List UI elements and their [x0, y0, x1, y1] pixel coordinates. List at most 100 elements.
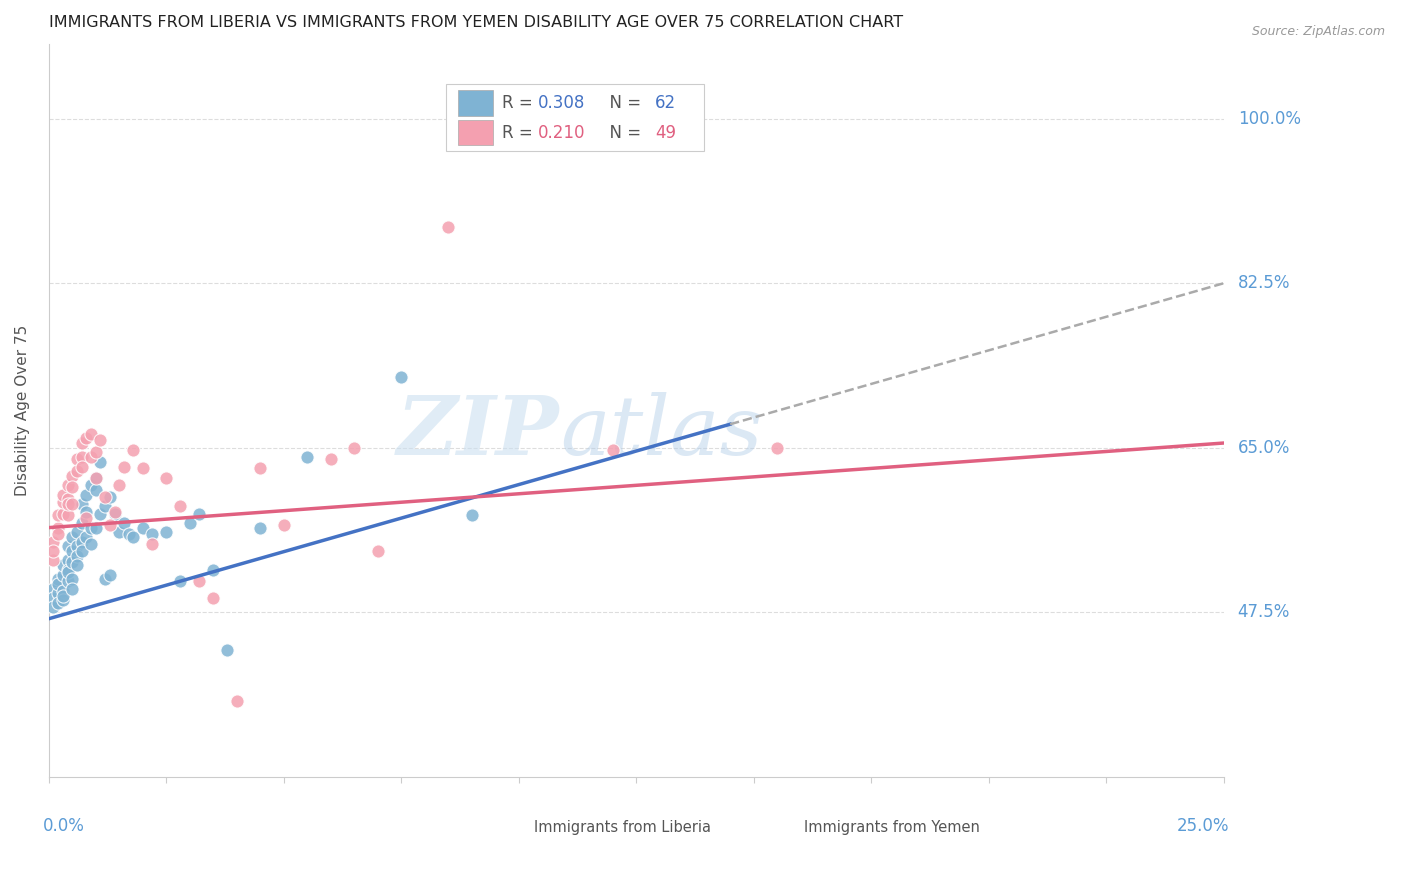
Point	[249, 520, 271, 534]
Text: 0.0%: 0.0%	[42, 817, 84, 835]
Point	[70, 516, 93, 530]
FancyBboxPatch shape	[772, 818, 797, 838]
Point	[46, 508, 69, 523]
Point	[46, 586, 69, 600]
Point	[188, 574, 211, 589]
Point	[60, 572, 83, 586]
Point	[70, 544, 93, 558]
Text: IMMIGRANTS FROM LIBERIA VS IMMIGRANTS FROM YEMEN DISABILITY AGE OVER 75 CORRELAT: IMMIGRANTS FROM LIBERIA VS IMMIGRANTS FR…	[49, 15, 903, 30]
Point	[112, 459, 135, 474]
Point	[46, 596, 69, 610]
Point	[60, 544, 83, 558]
Point	[52, 507, 75, 521]
Point	[367, 544, 389, 558]
Point	[273, 517, 295, 532]
Point	[66, 525, 89, 540]
Point	[42, 553, 65, 567]
Point	[60, 530, 83, 544]
Point	[122, 442, 145, 457]
Point	[46, 527, 69, 541]
Point	[56, 492, 79, 507]
Point	[56, 565, 79, 579]
Point	[66, 464, 89, 478]
Text: 100.0%: 100.0%	[1237, 110, 1301, 128]
Point	[42, 534, 65, 549]
Point	[52, 495, 75, 509]
Text: 65.0%: 65.0%	[1237, 439, 1291, 457]
Point	[46, 577, 69, 591]
Point	[437, 219, 460, 234]
Point	[52, 589, 75, 603]
Point	[84, 520, 107, 534]
Point	[75, 431, 97, 445]
Point	[75, 530, 97, 544]
Point	[94, 490, 117, 504]
Point	[94, 499, 117, 513]
Text: 82.5%: 82.5%	[1237, 274, 1291, 293]
Point	[66, 452, 89, 467]
Point	[84, 471, 107, 485]
Point	[42, 591, 65, 605]
Point	[42, 600, 65, 615]
Point	[217, 642, 239, 657]
Point	[56, 574, 79, 589]
Point	[84, 483, 107, 497]
Point	[141, 527, 163, 541]
Point	[460, 508, 482, 523]
Y-axis label: Disability Age Over 75: Disability Age Over 75	[15, 325, 30, 496]
Point	[141, 536, 163, 550]
Point	[56, 563, 79, 577]
Point	[80, 478, 103, 492]
Point	[295, 450, 318, 464]
Text: atlas: atlas	[560, 392, 762, 472]
FancyBboxPatch shape	[446, 84, 704, 152]
Text: 25.0%: 25.0%	[1177, 817, 1229, 835]
Point	[319, 452, 342, 467]
Point	[84, 471, 107, 485]
Point	[108, 525, 131, 540]
Point	[249, 461, 271, 475]
Point	[169, 574, 191, 589]
Point	[70, 436, 93, 450]
Point	[66, 540, 89, 554]
Point	[155, 471, 177, 485]
Point	[70, 497, 93, 511]
FancyBboxPatch shape	[457, 120, 494, 145]
Point	[75, 505, 97, 519]
Point	[108, 478, 131, 492]
Point	[112, 516, 135, 530]
Point	[56, 508, 79, 523]
Text: N =: N =	[599, 123, 645, 142]
Point	[52, 567, 75, 582]
Point	[98, 567, 121, 582]
Point	[56, 540, 79, 554]
Point	[188, 507, 211, 521]
Point	[132, 520, 155, 534]
Point	[70, 534, 93, 549]
Point	[56, 478, 79, 492]
Point	[602, 442, 624, 457]
Text: 62: 62	[655, 94, 676, 112]
Point	[75, 511, 97, 525]
Point	[52, 558, 75, 573]
Point	[766, 441, 789, 455]
Point	[46, 520, 69, 534]
Text: R =: R =	[502, 94, 538, 112]
Point	[202, 563, 225, 577]
Point	[103, 507, 125, 521]
Point	[225, 694, 247, 708]
Text: 47.5%: 47.5%	[1237, 603, 1291, 621]
Point	[122, 530, 145, 544]
Point	[98, 517, 121, 532]
Text: ZIP: ZIP	[396, 392, 560, 472]
Text: Source: ZipAtlas.com: Source: ZipAtlas.com	[1251, 25, 1385, 38]
Point	[70, 450, 93, 464]
Point	[343, 441, 366, 455]
Point	[75, 488, 97, 502]
Text: N =: N =	[599, 94, 645, 112]
Point	[84, 445, 107, 459]
Point	[52, 583, 75, 598]
Point	[60, 469, 83, 483]
Text: 0.308: 0.308	[537, 94, 585, 112]
Point	[202, 591, 225, 605]
